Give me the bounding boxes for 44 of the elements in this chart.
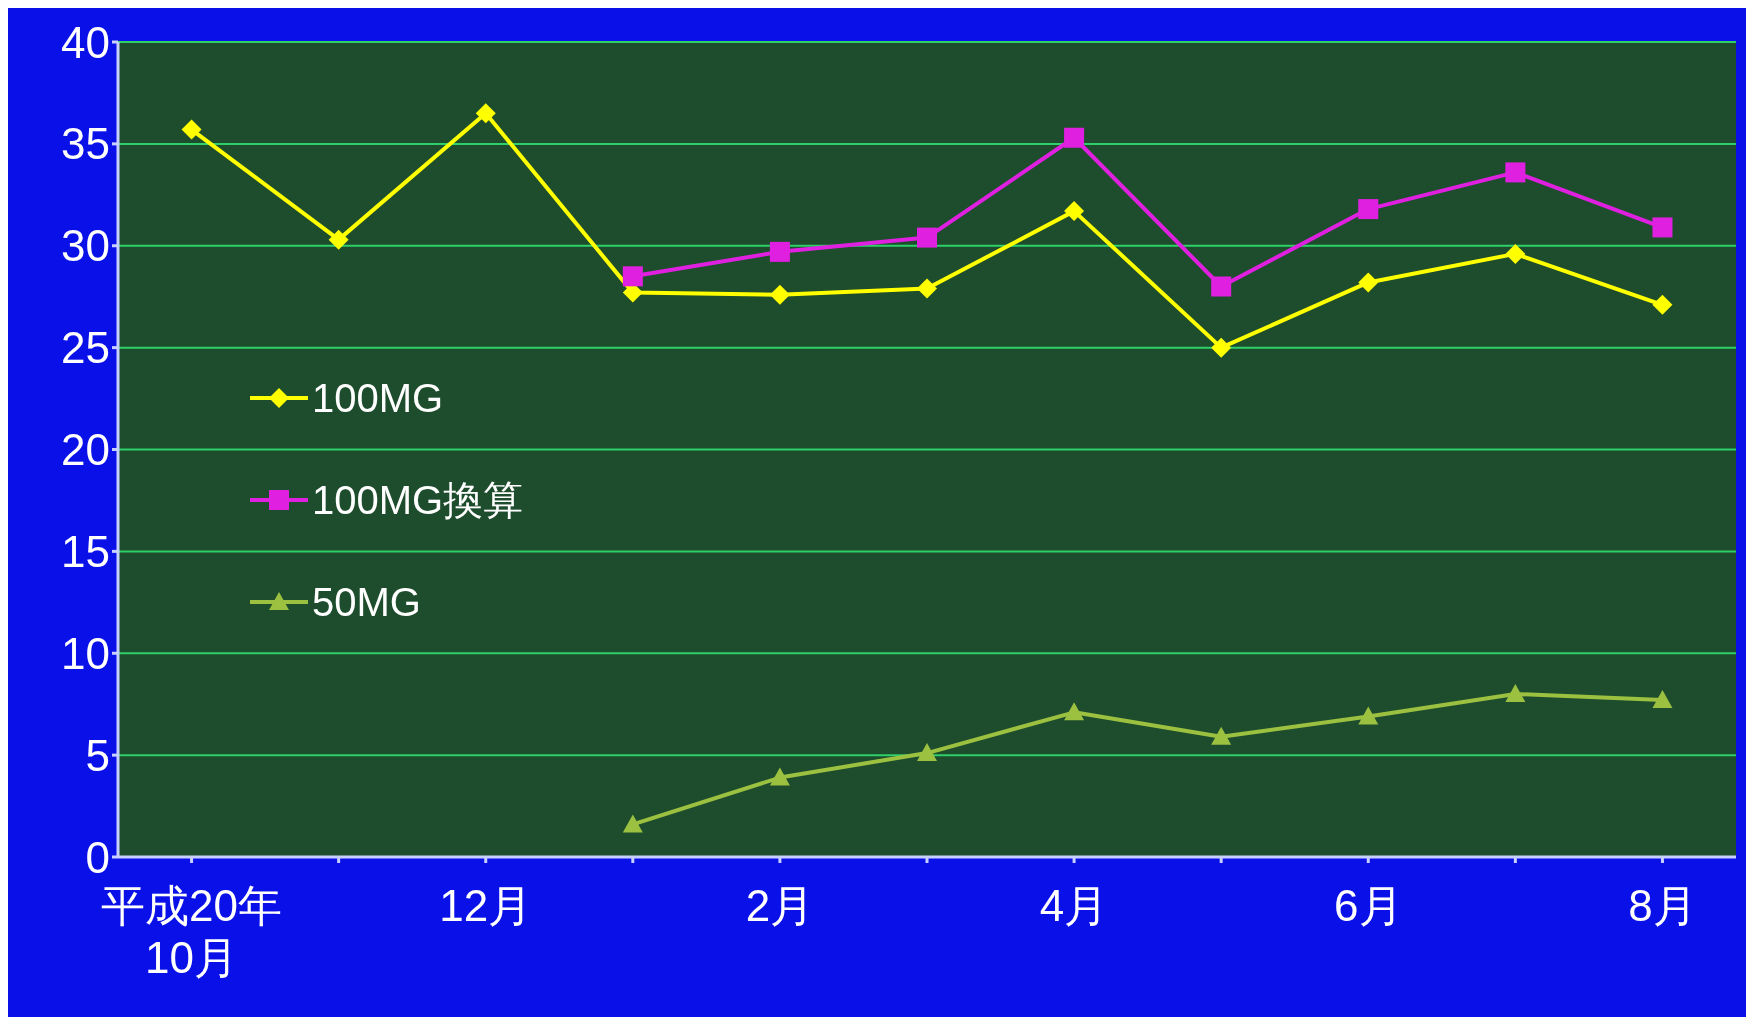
y-tick-label: 20 — [61, 425, 110, 475]
point — [1064, 702, 1085, 721]
point — [1358, 706, 1379, 725]
point — [769, 767, 790, 786]
point — [917, 743, 937, 762]
point — [328, 229, 349, 250]
x-tick-label: 8月 — [1628, 881, 1697, 930]
y-tick-label: 10 — [61, 628, 110, 678]
point — [917, 227, 937, 248]
x-tick-label: 6月 — [1334, 881, 1403, 930]
legend-label: 100MG — [312, 375, 444, 421]
point — [622, 814, 643, 833]
point — [1652, 690, 1673, 709]
point — [1358, 272, 1379, 293]
y-tick-label: 15 — [61, 526, 110, 576]
x-tick-label: 4月 — [1039, 881, 1109, 930]
point — [1505, 162, 1526, 183]
point — [1652, 217, 1673, 238]
point — [1211, 276, 1232, 297]
y-tick-label: 30 — [61, 221, 110, 271]
point — [769, 241, 790, 262]
legend-label: 100MG換算 — [312, 476, 524, 524]
y-tick-label: 35 — [61, 119, 110, 169]
point — [1358, 199, 1379, 220]
point — [622, 266, 643, 287]
y-tick-label: 0 — [85, 832, 110, 882]
y-tick-label: 25 — [61, 323, 110, 373]
point — [917, 278, 937, 299]
point — [475, 103, 496, 124]
y-tick-label: 40 — [61, 17, 110, 67]
point — [1505, 243, 1526, 264]
legend-label: 50MG — [312, 579, 421, 625]
point — [1064, 201, 1085, 222]
point — [181, 119, 202, 140]
x-tick-label: 平成20年 10月 — [101, 881, 283, 982]
point — [1211, 337, 1232, 358]
point — [1505, 684, 1526, 702]
point — [1652, 294, 1673, 315]
y-tick-label: 5 — [85, 730, 110, 780]
point — [1211, 726, 1232, 745]
x-tick-label: 12月 — [439, 881, 533, 930]
point — [1064, 127, 1085, 148]
point — [769, 284, 790, 305]
x-tick-label: 2月 — [745, 881, 815, 930]
